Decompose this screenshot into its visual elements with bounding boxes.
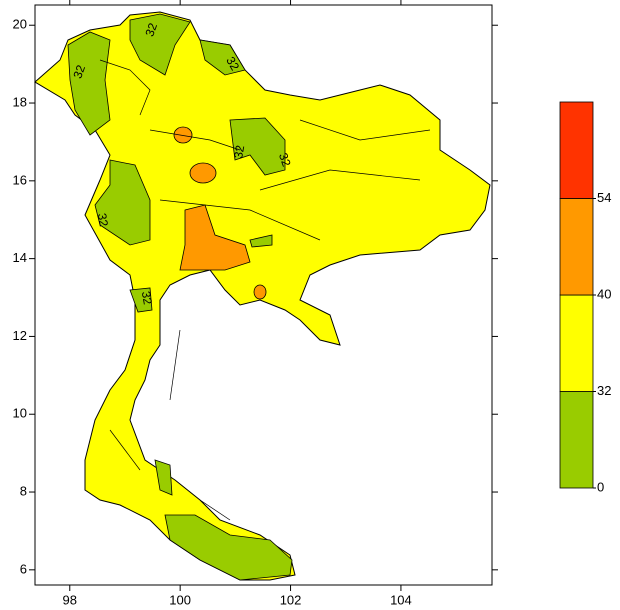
colorbar-bin (559, 294, 594, 392)
low-region (164, 514, 293, 581)
x-tick-label: 98 (63, 592, 77, 607)
x-tick-label: 104 (390, 592, 412, 607)
colorbar-label: 32 (597, 383, 611, 398)
x-tick-label: 100 (169, 592, 191, 607)
land (34, 11, 491, 581)
y-tick-label: 6 (20, 561, 27, 576)
y-tick-label: 16 (13, 172, 27, 187)
y-tick-label: 8 (20, 483, 27, 498)
colorbar-bin (559, 101, 594, 199)
high-region (253, 284, 267, 300)
low-region (94, 159, 151, 246)
contour-label: 32 (95, 212, 111, 228)
contour-label: 32 (223, 54, 242, 73)
colorbar-bin (559, 391, 594, 489)
y-tick-label: 18 (13, 94, 27, 109)
axes: 98 100 102 104 6 8 10 12 14 16 18 20 (13, 0, 498, 607)
contour-label: 32 (142, 21, 160, 39)
contour-label: 32 (139, 290, 155, 306)
y-tick-label: 12 (13, 328, 27, 343)
contour-label: 32 (231, 144, 247, 160)
colorbar: 0 32 40 54 (559, 101, 611, 494)
contour-label: 32 (276, 151, 294, 169)
high-region (179, 204, 251, 271)
low-region (154, 459, 173, 496)
colorbar-label: 54 (597, 190, 611, 205)
x-tick-label: 102 (280, 592, 302, 607)
colorbar-bin (559, 198, 594, 296)
low-region (249, 234, 273, 248)
contour-label: 32 (70, 63, 88, 81)
y-tick-label: 10 (13, 406, 27, 421)
low-region (129, 13, 191, 76)
y-tick-label: 20 (13, 17, 27, 32)
low-region (229, 117, 286, 176)
colorbar-label: 40 (597, 286, 611, 301)
low-region (67, 31, 111, 136)
high-region (173, 126, 193, 144)
y-tick-label: 14 (13, 250, 27, 265)
province-border (99, 59, 431, 521)
low-region (199, 39, 246, 76)
colorbar-label: 0 (597, 479, 604, 494)
low-region (129, 287, 153, 313)
contour-labels: 32 32 32 32 32 32 32 (70, 21, 293, 306)
high-region (189, 162, 217, 184)
